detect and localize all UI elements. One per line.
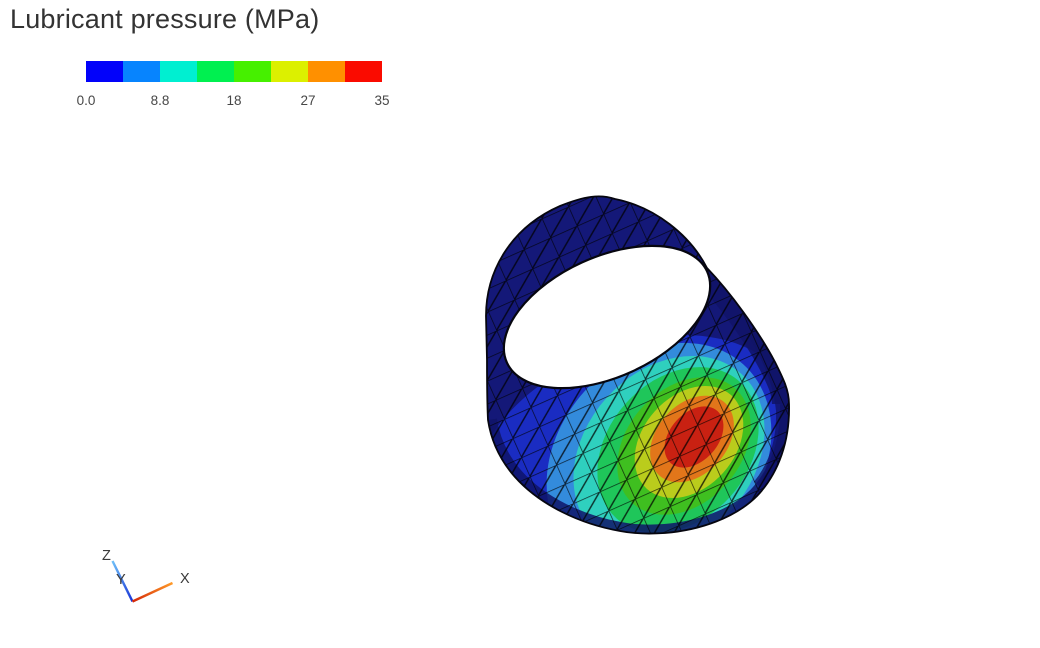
colorbar-segment [160,61,197,82]
colorbar-segment [308,61,345,82]
colorbar-ticks: 0.0 8.8 18 27 35 [77,93,390,109]
colorbar-tick-label: 8.8 [150,93,170,108]
x-axis-label: X [180,571,190,587]
colorbar-segment [234,61,271,82]
colorbar-tick-label: 18 [226,93,242,108]
colorbar-segment [271,61,308,82]
z-axis-label: Z [102,548,111,564]
colorbar-segment [123,61,160,82]
y-axis-label: Y [116,572,126,588]
orientation-axes-widget: Z Y X [102,548,190,603]
z-axis-line [111,560,134,603]
fe-mesh-wireframe [486,196,790,534]
colorbar-segment [345,61,382,82]
x-axis-line [131,581,174,603]
colorbar-tick-label: 27 [300,93,316,108]
colorbar-segment [86,61,123,82]
scalar-bar-title: Lubricant pressure (MPa) [10,4,320,34]
colorbar-tick-label: 0.0 [76,93,96,108]
colorbar-tick-label: 35 [374,93,390,108]
colorbar-segment [197,61,234,82]
bore-opening-rim [502,244,712,390]
cylinder-outline [485,195,790,535]
cylinder-mesh-body [485,195,790,535]
scalar-colorbar [86,61,382,82]
